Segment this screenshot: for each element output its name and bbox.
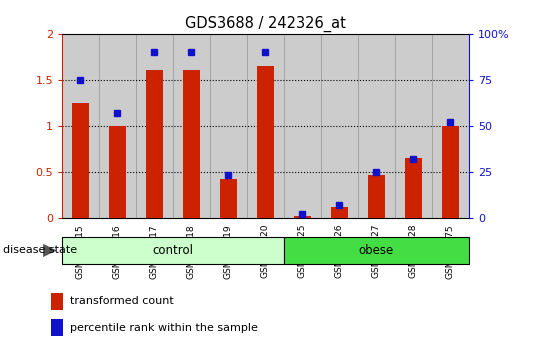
Bar [183,70,200,218]
Bar [294,216,311,218]
Title: GDS3688 / 242326_at: GDS3688 / 242326_at [185,16,346,32]
Bar [257,66,274,218]
Bar [432,34,469,218]
Bar [284,34,321,218]
Bar [146,70,163,218]
Bar [51,293,63,310]
Bar [331,207,348,218]
Bar [109,126,126,218]
Bar [210,34,247,218]
Bar [173,34,210,218]
Text: percentile rank within the sample: percentile rank within the sample [70,322,258,333]
Bar [62,237,284,264]
Bar [405,158,421,218]
Bar [321,34,358,218]
Bar [72,103,89,218]
Bar [284,237,469,264]
Bar [220,179,237,218]
Bar [368,175,385,218]
Bar [62,34,99,218]
Bar [395,34,432,218]
Bar [51,319,63,336]
Polygon shape [43,244,57,257]
Bar [442,126,459,218]
Text: control: control [153,244,194,257]
Text: transformed count: transformed count [70,296,174,306]
Text: obese: obese [359,244,394,257]
Text: disease state: disease state [3,245,77,256]
Bar [99,34,136,218]
Bar [358,34,395,218]
Bar [247,34,284,218]
Bar [136,34,173,218]
